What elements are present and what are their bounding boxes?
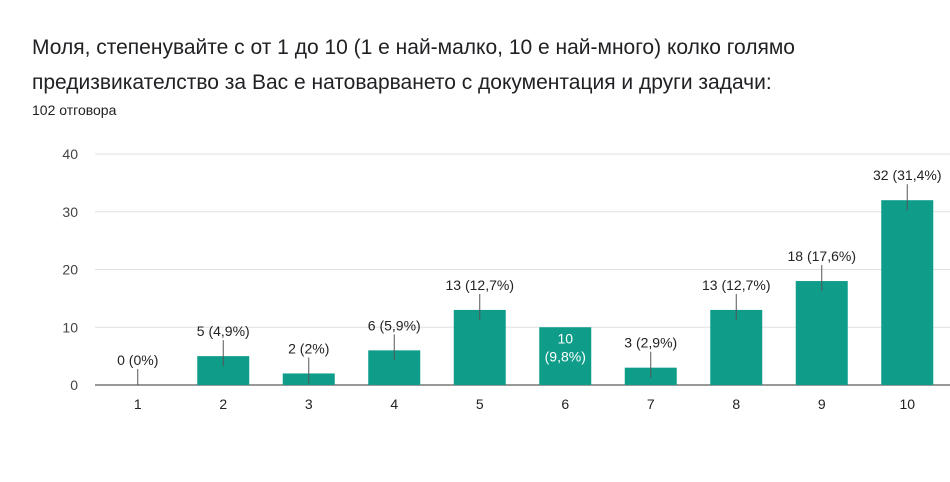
data-label: 6 (5,9%) <box>368 317 421 333</box>
x-tick-label: 7 <box>647 396 655 412</box>
data-label: 0 (0%) <box>117 352 158 368</box>
bar <box>539 327 592 385</box>
x-tick-label: 2 <box>219 396 227 412</box>
data-label: 32 (31,4%) <box>873 167 941 183</box>
x-tick-label: 10 <box>899 396 915 412</box>
x-tick-label: 4 <box>390 396 398 412</box>
y-tick-label: 40 <box>62 146 78 162</box>
y-tick-label: 0 <box>70 377 78 393</box>
data-label: 18 (17,6%) <box>788 248 856 264</box>
data-label-percent: (9,8%) <box>545 348 586 364</box>
x-tick-label: 6 <box>561 396 569 412</box>
data-label: 13 (12,7%) <box>702 277 770 293</box>
y-tick-label: 10 <box>62 319 78 335</box>
data-label: 3 (2,9%) <box>624 335 677 351</box>
x-tick-label: 3 <box>305 396 313 412</box>
question-title-line-2: предизвикателство за Вас е натоварването… <box>32 71 772 94</box>
y-tick-label: 30 <box>62 204 78 220</box>
bar <box>710 309 763 385</box>
bar <box>881 200 934 385</box>
x-tick-label: 1 <box>134 396 142 412</box>
x-tick-label: 8 <box>732 396 740 412</box>
question-header: Моля, степенувайте с от 1 до 10 (1 е най… <box>32 30 932 118</box>
response-count: 102 отговора <box>32 102 117 118</box>
x-tick-label: 9 <box>818 396 826 412</box>
data-label: 2 (2%) <box>288 340 329 356</box>
bar <box>453 309 506 385</box>
x-tick-label: 5 <box>476 396 484 412</box>
y-tick-label: 20 <box>62 262 78 278</box>
data-label: 10 <box>557 330 573 346</box>
data-label: 13 (12,7%) <box>446 277 514 293</box>
bar <box>795 281 848 385</box>
data-label: 5 (4,9%) <box>197 323 250 339</box>
question-title-line-1: Моля, степенувайте с от 1 до 10 (1 е най… <box>32 36 795 59</box>
